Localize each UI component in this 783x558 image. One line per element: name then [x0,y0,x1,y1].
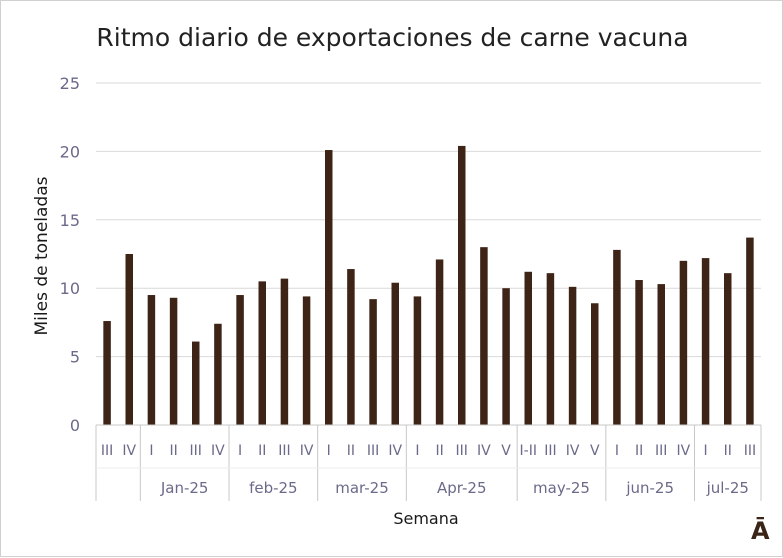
bar [657,284,665,425]
x-tick-label: V [590,443,600,459]
x-tick-label: II [347,443,355,459]
x-tick-label: III [544,443,556,459]
bar [746,237,754,425]
bar [125,254,133,425]
x-tick-label: III [456,443,468,459]
bar [147,295,156,425]
y-tick-label: 15 [60,211,80,230]
bar [435,259,444,425]
bar [480,247,488,425]
bar [701,258,710,425]
group-label: may-25 [533,479,590,497]
bar [613,249,621,425]
bar [258,281,266,425]
group-label: Apr-25 [437,479,487,497]
x-tick-label: III [655,443,667,459]
bar [635,279,643,425]
x-tick-label: IV [388,443,402,459]
y-tick-label: 20 [60,142,80,161]
x-tick-label: IV [477,443,491,459]
group-label: mar-25 [335,479,389,497]
x-tick-label: I [615,443,619,459]
bar [192,341,200,425]
bar [524,271,532,425]
bar [214,323,222,425]
bar [236,295,244,425]
x-tick-label: III [278,443,290,459]
x-tick-label: II [635,443,643,459]
bar [413,296,422,425]
x-tick-label: IV [566,443,580,459]
y-tick-label: 10 [60,279,80,298]
group-label: Jan-25 [160,479,209,497]
bar [724,273,732,425]
x-tick-label: IV [300,443,314,459]
group-label: jun-25 [625,479,674,497]
chart-title: Ritmo diario de exportaciones de carne v… [96,23,689,52]
x-tick-label: I [149,443,153,459]
bar [502,288,510,425]
x-axis-label: Semana [393,509,459,528]
x-tick-label: I-II [520,443,537,459]
brand-logo: Ā [751,517,770,545]
bar [325,150,333,426]
x-tick-label: II [258,443,266,459]
group-label: feb-25 [249,479,298,497]
bar [347,269,355,425]
bar [391,282,399,425]
x-tick-label: IV [122,443,136,459]
bar [591,303,599,425]
x-tick-label: II [724,443,732,459]
bar [280,278,289,425]
group-label: jul-25 [706,479,749,497]
x-tick-label: III [101,443,113,459]
bar [679,260,688,425]
x-tick-label: III [190,443,202,459]
bar [458,145,466,426]
bar [546,273,555,425]
bar [568,286,577,425]
y-tick-label: 0 [70,416,80,435]
bar [369,299,377,425]
x-tick-label: I [327,443,331,459]
x-tick-label: III [367,443,379,459]
x-tick-label: IV [211,443,225,459]
x-tick-label: I [238,443,242,459]
x-tick-label: II [435,443,443,459]
x-tick-label: V [501,443,511,459]
bar [302,296,311,425]
y-axis-label: Miles de toneladas [32,176,52,336]
bar [169,297,178,425]
x-tick-label: II [169,443,177,459]
bar [103,321,111,425]
y-tick-label: 5 [70,348,80,367]
y-tick-label: 25 [60,74,80,93]
x-tick-label: IV [677,443,691,459]
x-tick-label: I [415,443,419,459]
x-tick-label: I [704,443,708,459]
x-tick-label: III [744,443,756,459]
